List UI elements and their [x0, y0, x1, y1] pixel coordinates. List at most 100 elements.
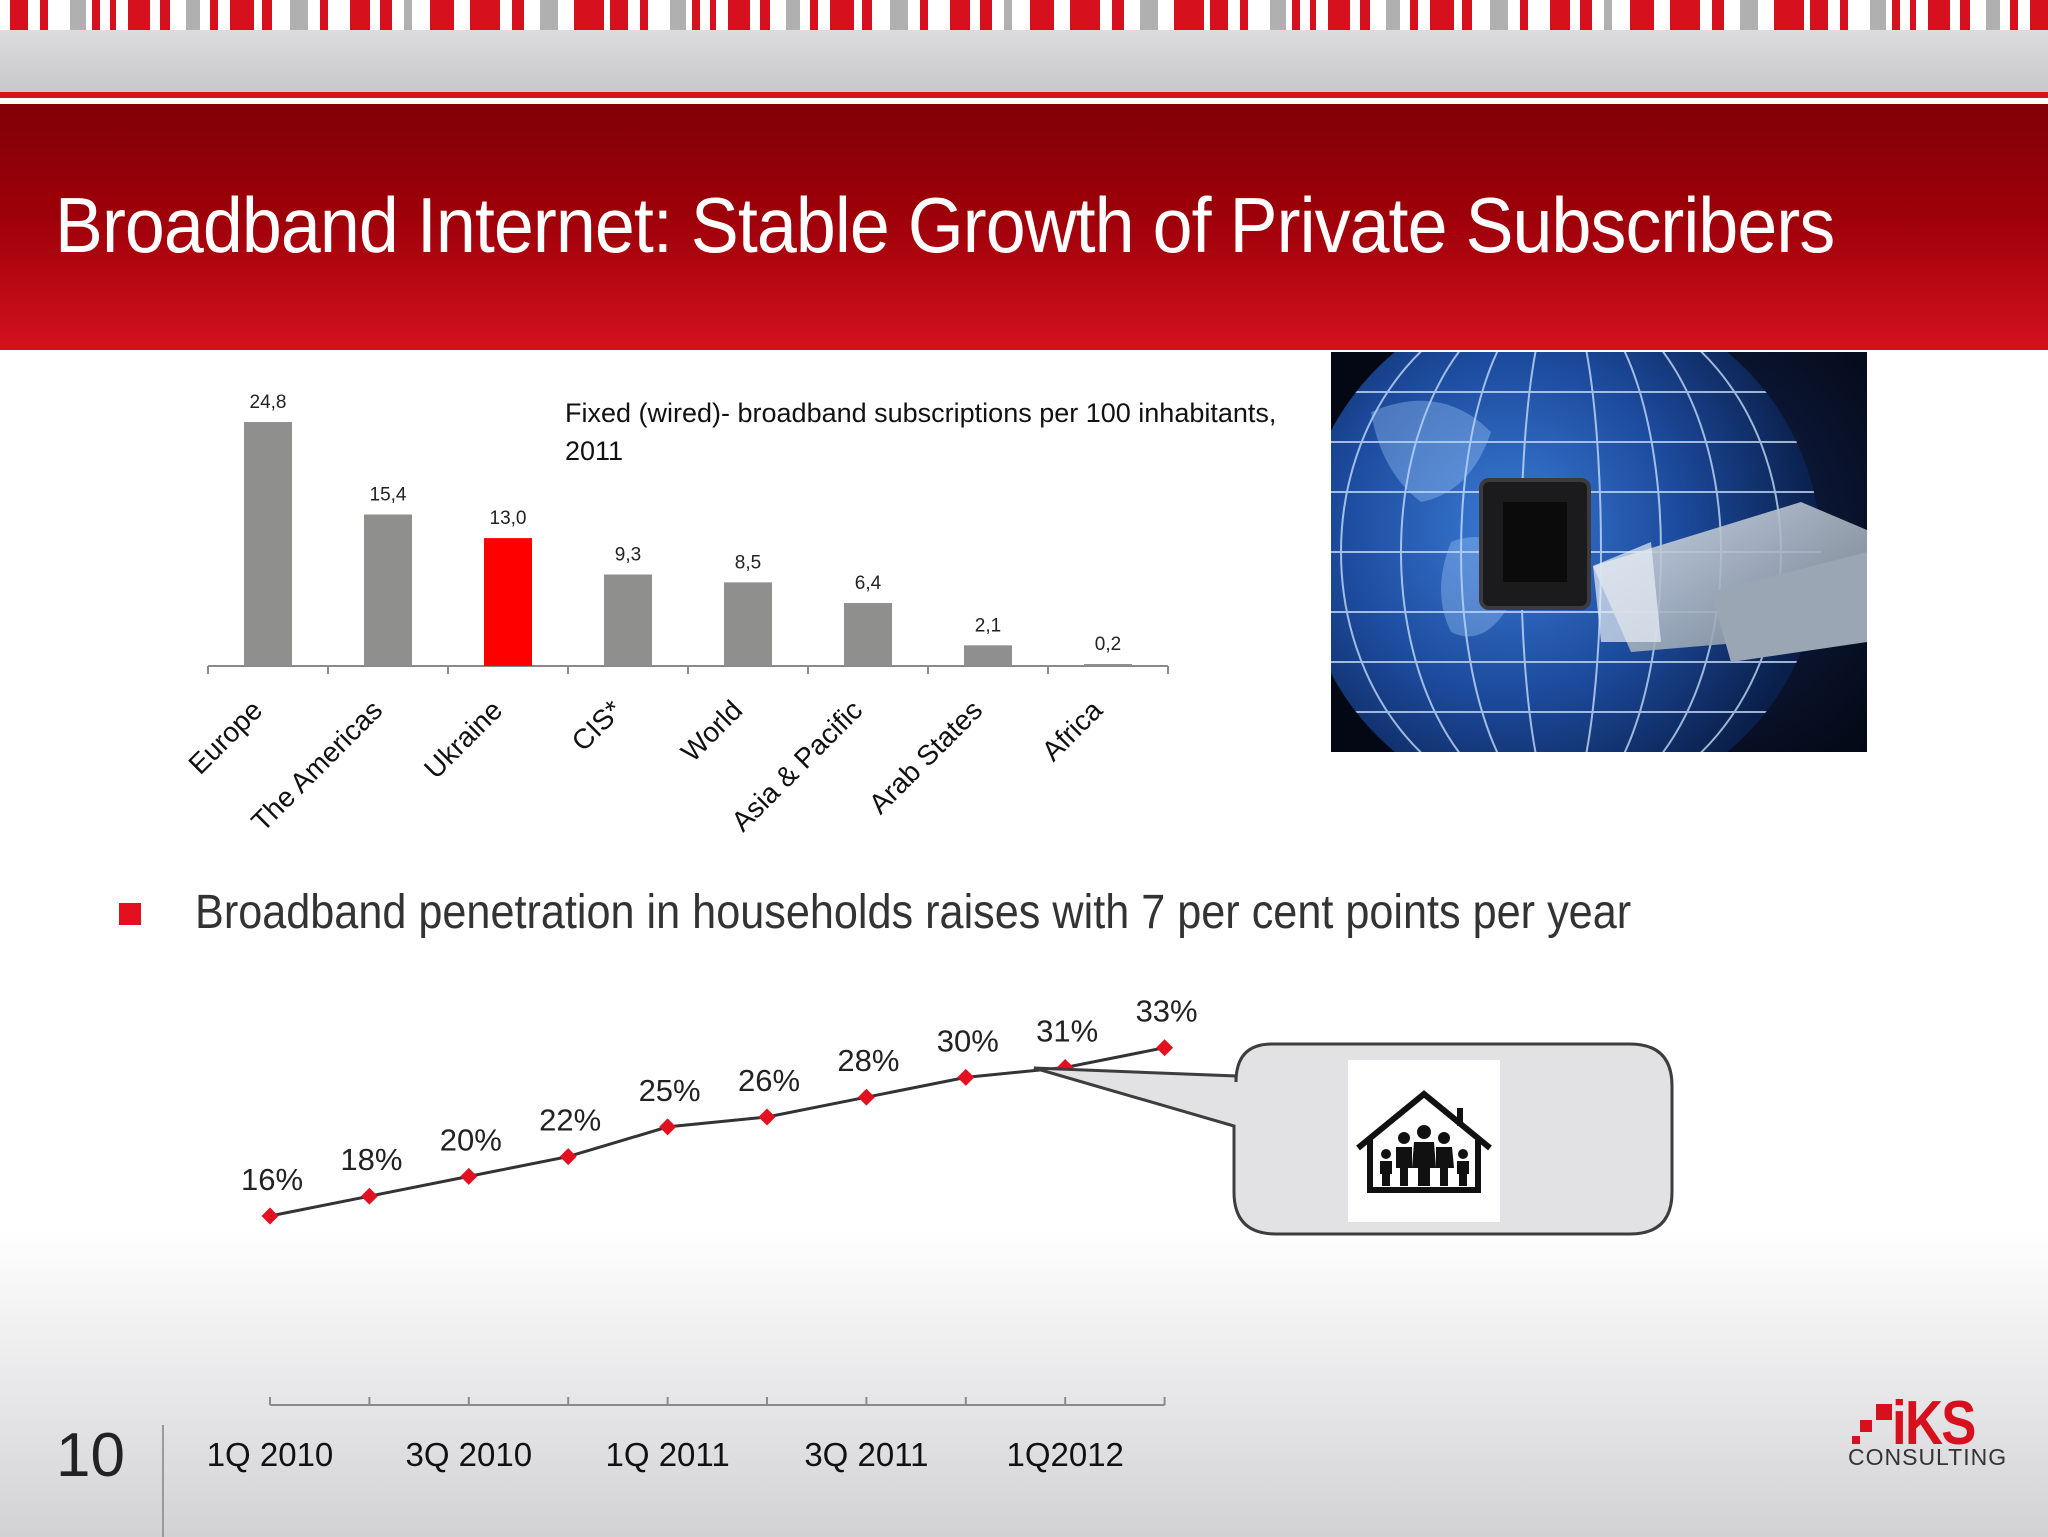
strip-block — [1386, 0, 1400, 30]
line-value-label: 16% — [241, 1162, 303, 1197]
line-value-label: 25% — [639, 1073, 701, 1108]
top-pattern-graphic — [10, 0, 2048, 30]
bar-chart-title: Fixed (wired)- broadband subscriptions p… — [565, 398, 1276, 466]
strip-block — [1112, 0, 1124, 30]
strip-block — [1774, 0, 1804, 30]
strip-block — [1810, 0, 1828, 30]
strip-block — [1210, 0, 1228, 30]
strip-block — [1712, 0, 1724, 30]
strip-block — [92, 0, 100, 30]
strip-block — [2030, 0, 2048, 30]
strip-block — [890, 0, 908, 30]
strip-block — [512, 0, 524, 30]
strip-block — [830, 0, 854, 30]
strip-block — [1520, 0, 1528, 30]
strip-block — [210, 0, 218, 30]
strip-block — [810, 0, 818, 30]
globe-graphic — [1331, 352, 1867, 752]
strip-block — [128, 0, 150, 30]
logo-wordmark: iKS — [1892, 1389, 1976, 1458]
strip-block — [920, 0, 928, 30]
strip-block — [1240, 0, 1248, 30]
strip-block — [2010, 0, 2018, 30]
slide-title: Broadband Internet: Stable Growth of Pri… — [55, 181, 1835, 269]
line-value-label: 22% — [539, 1103, 601, 1138]
bar-value-label: 0,2 — [1095, 634, 1121, 655]
strip-block — [1328, 0, 1350, 30]
x-axis-label: 1Q 2011 — [606, 1436, 730, 1473]
strip-block — [10, 0, 28, 30]
top-gray-band — [0, 30, 2048, 92]
strip-block — [862, 0, 872, 30]
strip-block — [1986, 0, 2000, 30]
bar-value-label: 8,5 — [735, 552, 761, 573]
strip-block — [1740, 0, 1758, 30]
top-white-line — [0, 98, 2048, 104]
line-value-label: 20% — [440, 1122, 502, 1157]
iks-consulting-logo: iKS CONSULTING — [1848, 1388, 2006, 1478]
strip-block — [1360, 0, 1370, 30]
bar-7 — [1084, 664, 1132, 666]
line-value-label: 33% — [1136, 994, 1198, 1029]
line-value-label: 30% — [937, 1023, 999, 1058]
bar-4 — [724, 582, 772, 666]
bar-value-label: 9,3 — [615, 545, 641, 566]
strip-block — [610, 0, 628, 30]
strip-block — [470, 0, 500, 30]
strip-block — [1604, 0, 1612, 30]
bar-value-label: 13,0 — [490, 508, 527, 529]
title-band — [0, 104, 2048, 350]
strip-block — [574, 0, 604, 30]
strip-block — [950, 0, 970, 30]
bar-0 — [244, 422, 292, 666]
strip-block — [290, 0, 308, 30]
strip-block — [430, 0, 454, 30]
strip-block — [1928, 0, 1950, 30]
strip-block — [1292, 0, 1300, 30]
x-axis-label: 3Q 2010 — [405, 1436, 532, 1473]
bar-value-label: 6,4 — [855, 573, 882, 594]
bar-chart-title-line: 2011 — [565, 436, 623, 466]
line-point-6 — [857, 1088, 875, 1106]
bar-value-label: 2,1 — [975, 615, 1001, 636]
bar-value-label: 24,8 — [250, 392, 287, 413]
strip-block — [670, 0, 686, 30]
strip-block — [1070, 0, 1100, 30]
strip-block — [728, 0, 750, 30]
x-axis-label: 1Q 2010 — [207, 1436, 334, 1473]
strip-block — [70, 0, 86, 30]
line-value-label: 28% — [837, 1043, 899, 1078]
logo-subtitle: CONSULTING — [1848, 1444, 2008, 1470]
line-point-4 — [659, 1118, 677, 1136]
strip-block — [1580, 0, 1592, 30]
strip-block — [230, 0, 254, 30]
strip-block — [40, 0, 48, 30]
strip-block — [1840, 0, 1848, 30]
strip-block — [1462, 0, 1472, 30]
strip-block — [1630, 0, 1654, 30]
page-number: 10 — [56, 1421, 125, 1490]
strip-block — [1960, 0, 1970, 30]
strip-block — [404, 0, 412, 30]
bar-value-label: 15,4 — [370, 484, 407, 505]
strip-block — [1550, 0, 1570, 30]
line-value-label: 18% — [340, 1142, 402, 1177]
strip-block — [1892, 0, 1900, 30]
line-point-7 — [957, 1068, 975, 1086]
house-with-family-icon — [1348, 1060, 1500, 1222]
x-axis-label: 1Q2012 — [1006, 1436, 1123, 1473]
strip-block — [710, 0, 716, 30]
strip-block — [1270, 0, 1286, 30]
bar-3 — [604, 574, 652, 666]
footer-divider — [162, 1425, 164, 1537]
line-value-label: 31% — [1036, 1014, 1098, 1049]
strip-block — [186, 0, 200, 30]
line-point-9 — [1156, 1039, 1174, 1057]
bullet-square-icon — [119, 903, 141, 925]
line-point-3 — [559, 1148, 577, 1166]
strip-block — [1430, 0, 1454, 30]
